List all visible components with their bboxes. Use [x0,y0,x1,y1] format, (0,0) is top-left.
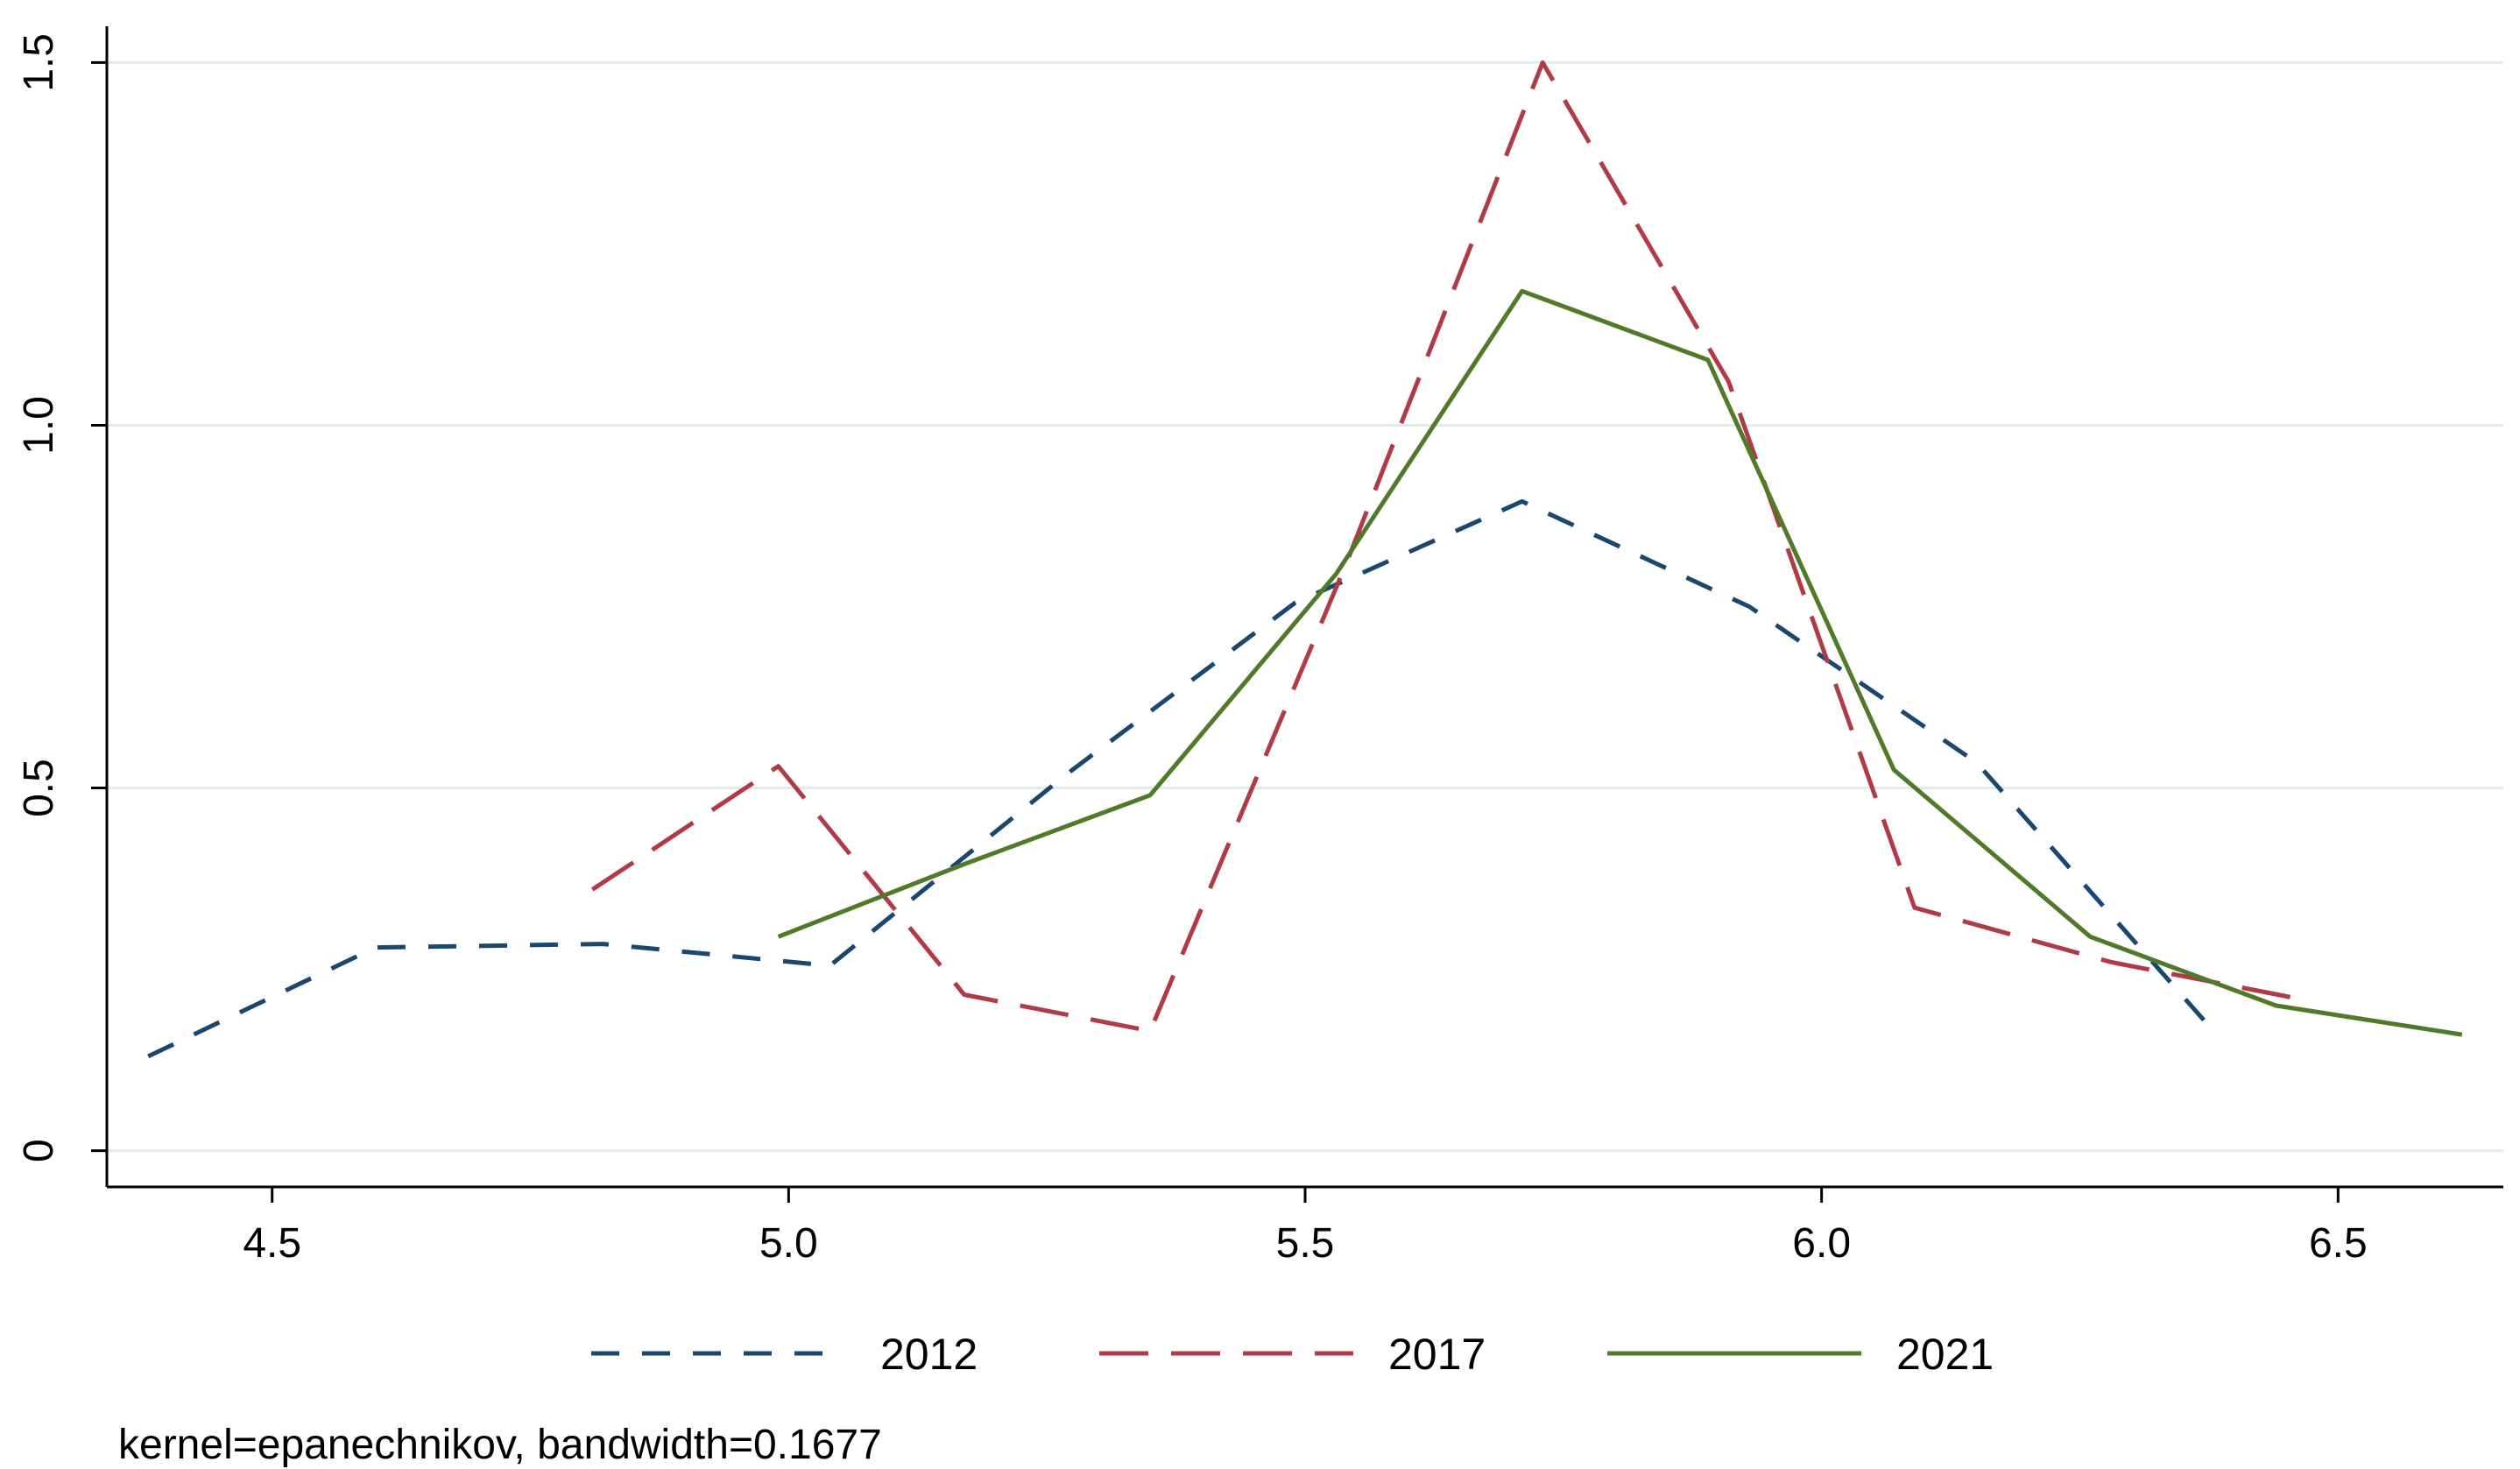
kernel-note: kernel=epanechnikov, bandwidth=0.1677 [118,1422,882,1468]
y-tick-label: 0.5 [16,759,62,817]
ticks: 0 0.5 1.0 1.5 4.5 5.0 5.5 6.0 6.5 [16,33,2368,1267]
axes [105,26,2503,1189]
legend-label-2017: 2017 [1388,1330,1486,1379]
x-tick-label: 5.5 [1276,1220,1335,1267]
x-tick-label: 6.5 [2309,1220,2368,1267]
legend: 2012 2017 2021 [591,1330,1994,1379]
y-tick-label: 1.0 [16,396,62,455]
series-line-2021 [777,288,2463,1037]
gridlines [107,60,2503,1153]
series-lines [147,60,2463,1059]
legend-label-2021: 2021 [1896,1330,1994,1379]
series-line-2012 [147,498,2206,1059]
y-tick-label: 1.5 [16,33,62,92]
series-line-2017 [590,60,2298,1034]
x-tick-label: 6.0 [1792,1220,1851,1267]
x-tick-label: 5.0 [759,1220,818,1267]
x-tick-label: 4.5 [243,1220,301,1267]
y-tick-label: 0 [16,1139,62,1162]
legend-label-2012: 2012 [880,1330,978,1379]
